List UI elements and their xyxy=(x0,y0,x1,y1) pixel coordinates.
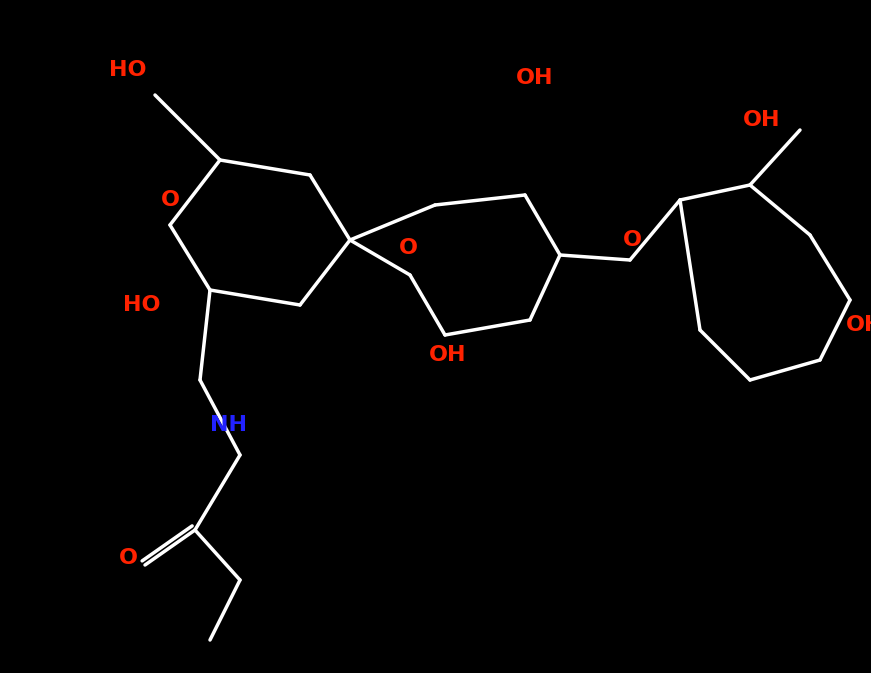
Text: HO: HO xyxy=(124,295,161,315)
Text: OH: OH xyxy=(429,345,467,365)
Text: HO: HO xyxy=(109,60,146,80)
Text: O: O xyxy=(160,190,179,210)
Text: OH: OH xyxy=(517,68,554,88)
Text: O: O xyxy=(623,230,642,250)
Text: OH: OH xyxy=(743,110,780,130)
Text: O: O xyxy=(399,238,417,258)
Text: NH: NH xyxy=(210,415,246,435)
Text: OH: OH xyxy=(847,315,871,335)
Text: O: O xyxy=(118,548,138,568)
